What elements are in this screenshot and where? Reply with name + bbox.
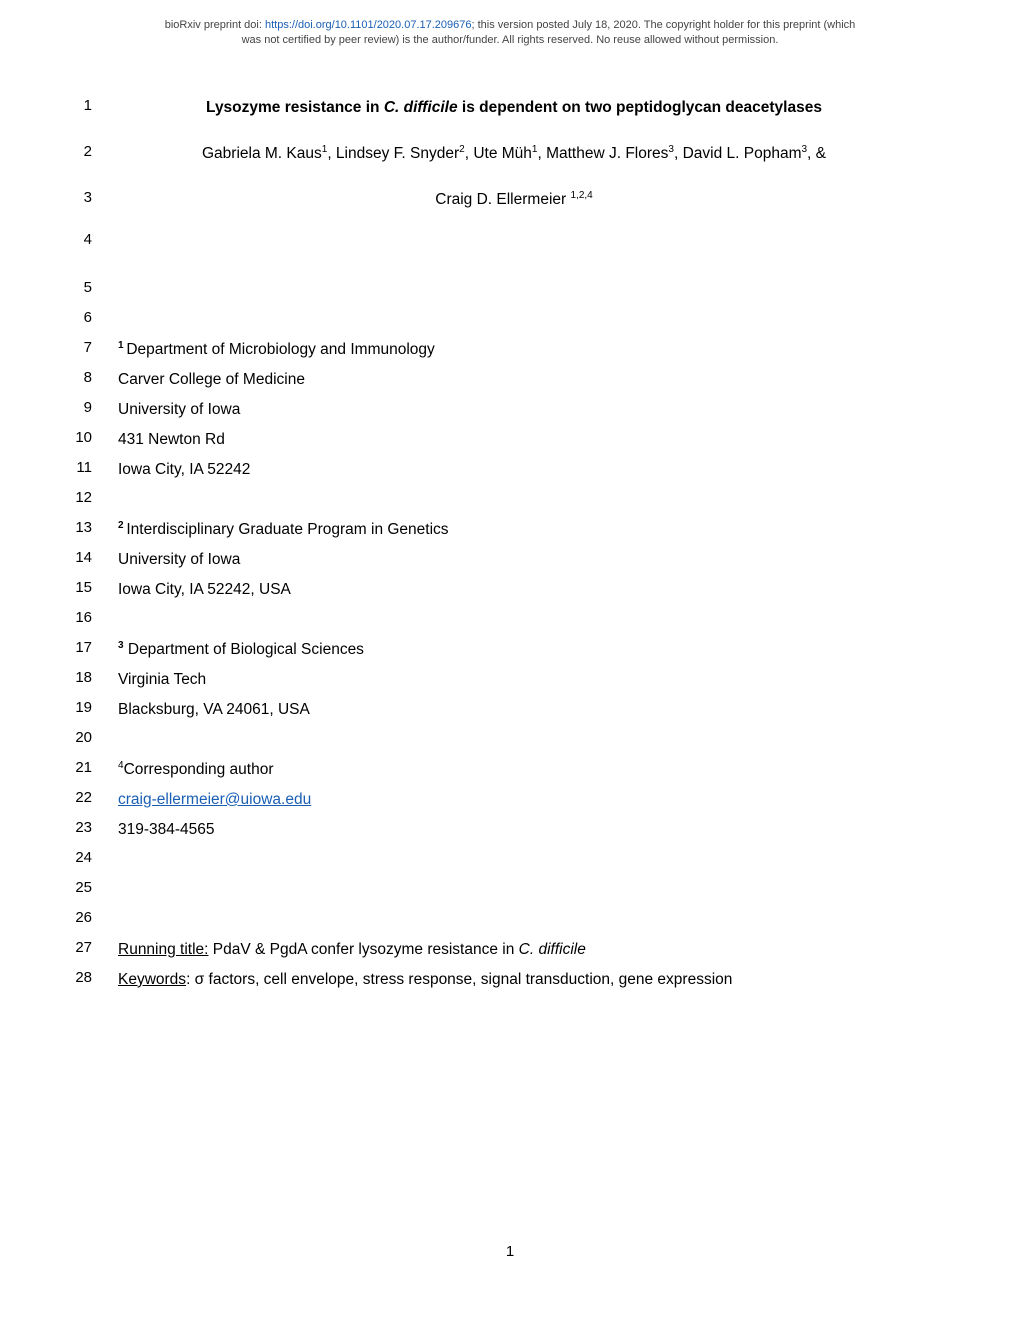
line-number: 9: [60, 399, 118, 416]
line-number: 7: [60, 339, 118, 356]
line-number: 6: [60, 309, 118, 326]
aff1-line4: 431 Newton Rd: [118, 429, 910, 451]
header-line2: was not certified by peer review) is the…: [242, 34, 779, 46]
title-prefix: Lysozyme resistance in: [206, 99, 384, 116]
author-amp: , &: [807, 145, 826, 162]
line-number: 16: [60, 609, 118, 626]
aff2-text: Interdisciplinary Graduate Program in Ge…: [126, 521, 448, 538]
keywords-line: Keywords: σ factors, cell envelope, stre…: [118, 969, 910, 991]
title-suffix: is dependent on two peptidoglycan deacet…: [458, 99, 822, 116]
aff1-line5: Iowa City, IA 52242: [118, 459, 910, 481]
last-author: Craig D. Ellermeier: [435, 191, 570, 208]
aff1-text: Department of Microbiology and Immunolog…: [126, 341, 434, 358]
aff1-line3: University of Iowa: [118, 399, 910, 421]
title-line: Lysozyme resistance in C. difficile is d…: [118, 97, 910, 119]
last-author-line: Craig D. Ellermeier 1,2,4: [118, 189, 910, 211]
running-title-species: C. difficile: [519, 941, 586, 958]
aff3-line1: 3 Department of Biological Sciences: [118, 639, 910, 661]
line-number: 20: [60, 729, 118, 746]
line-number: 2: [60, 143, 118, 160]
line-number: 22: [60, 789, 118, 806]
keywords-label: Keywords: [118, 971, 186, 988]
line-number: 5: [60, 279, 118, 296]
line-number: 12: [60, 489, 118, 506]
corr-email[interactable]: craig-ellermeier@uiowa.edu: [118, 791, 311, 808]
aff1-line1: 1 Department of Microbiology and Immunol…: [118, 339, 910, 361]
aff2-line2: University of Iowa: [118, 549, 910, 571]
line-number: 21: [60, 759, 118, 776]
line-number: 27: [60, 939, 118, 956]
line-number: 15: [60, 579, 118, 596]
authors-line: Gabriela M. Kaus1, Lindsey F. Snyder2, U…: [118, 143, 910, 165]
line-number: 24: [60, 849, 118, 866]
line-number: 28: [60, 969, 118, 986]
aff3-line2: Virginia Tech: [118, 669, 910, 691]
aff2-line3: Iowa City, IA 52242, USA: [118, 579, 910, 601]
running-title-text: PdaV & PgdA confer lysozyme resistance i…: [208, 941, 518, 958]
running-title-line: Running title: PdaV & PgdA confer lysozy…: [118, 939, 910, 961]
line-number: 14: [60, 549, 118, 566]
line-number: 13: [60, 519, 118, 536]
title-species: C. difficile: [384, 99, 458, 116]
author4: , Matthew J. Flores: [537, 145, 668, 162]
line-number: 1: [60, 97, 118, 114]
author5: , David L. Popham: [674, 145, 802, 162]
header-suffix: ; this version posted July 18, 2020. The…: [472, 19, 856, 31]
author3: , Ute Müh: [465, 145, 532, 162]
corr-text: Corresponding author: [124, 761, 274, 778]
line-number: 23: [60, 819, 118, 836]
line-number: 25: [60, 879, 118, 896]
doi-link[interactable]: https://doi.org/10.1101/2020.07.17.20967…: [265, 19, 472, 31]
author2: , Lindsey F. Snyder: [327, 145, 459, 162]
last-author-sup: 1,2,4: [570, 190, 592, 201]
line-number: 19: [60, 699, 118, 716]
line-number: 17: [60, 639, 118, 656]
author1: Gabriela M. Kaus: [202, 145, 322, 162]
corr-phone: 319-384-4565: [118, 819, 910, 841]
line-number: 18: [60, 669, 118, 686]
line-number: 11: [60, 459, 118, 476]
line-number: 26: [60, 909, 118, 926]
aff1-line2: Carver College of Medicine: [118, 369, 910, 391]
corr-line1: 4Corresponding author: [118, 759, 910, 781]
corr-email-line: craig-ellermeier@uiowa.edu: [118, 789, 910, 811]
aff3-line3: Blacksburg, VA 24061, USA: [118, 699, 910, 721]
keywords-text: : σ factors, cell envelope, stress respo…: [186, 971, 732, 988]
line-number: 3: [60, 189, 118, 206]
line-number: 4: [60, 231, 118, 248]
manuscript-body: 1 Lysozyme resistance in C. difficile is…: [0, 49, 1020, 999]
preprint-header: bioRxiv preprint doi: https://doi.org/10…: [0, 0, 1020, 49]
aff2-line1: 2 Interdisciplinary Graduate Program in …: [118, 519, 910, 541]
running-title-label: Running title:: [118, 941, 208, 958]
line-number: 10: [60, 429, 118, 446]
page-number: 1: [0, 1243, 1020, 1260]
aff3-text: Department of Biological Sciences: [124, 641, 364, 658]
line-number: 8: [60, 369, 118, 386]
header-prefix: bioRxiv preprint doi:: [165, 19, 265, 31]
